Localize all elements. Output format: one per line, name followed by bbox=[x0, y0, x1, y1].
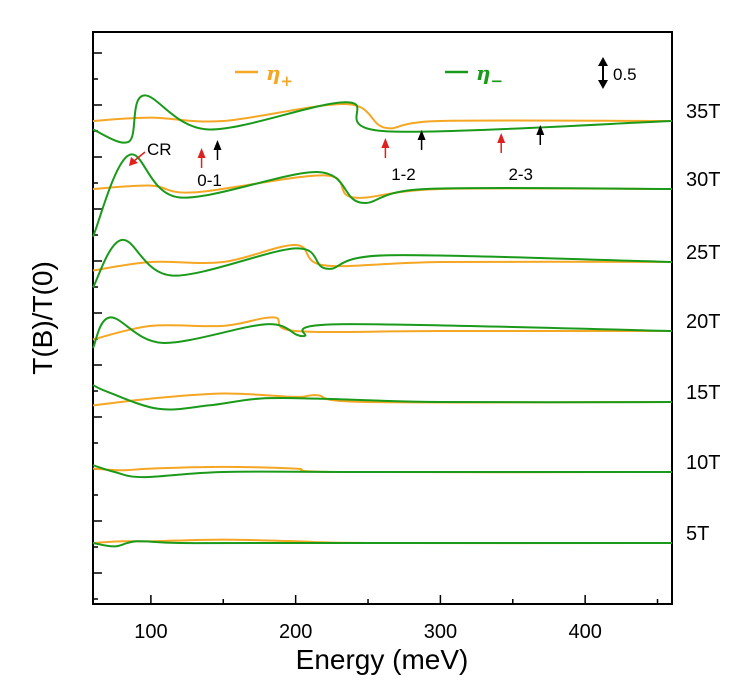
transition-arrowhead-1-2-0 bbox=[381, 138, 390, 148]
curve-eta-plus-25T bbox=[92, 243, 673, 272]
transition-label-0-1: 0-1 bbox=[197, 171, 222, 190]
curve-eta-plus-30T bbox=[92, 174, 673, 199]
cr-arrow-head bbox=[129, 157, 138, 166]
transition-arrowhead-1-2-1 bbox=[417, 130, 426, 140]
transition-label-2-3: 2-3 bbox=[508, 165, 533, 184]
transition-label-1-2: 1-2 bbox=[391, 165, 416, 184]
curve-eta-plus-35T bbox=[92, 102, 673, 130]
curve-eta-minus-30T bbox=[92, 153, 673, 238]
field-label-35T: 35T bbox=[686, 101, 720, 123]
scale-bar: 0.5 bbox=[598, 57, 637, 89]
transition-arrowhead-2-3-0 bbox=[497, 133, 506, 143]
x-axis-title: Energy (meV) bbox=[296, 644, 469, 675]
field-label-10T: 10T bbox=[686, 452, 720, 474]
field-label-25T: 25T bbox=[686, 242, 720, 264]
data-curves bbox=[92, 94, 673, 548]
plot-frame bbox=[92, 31, 673, 605]
scale-bar-label: 0.5 bbox=[613, 65, 637, 84]
curve-eta-plus-15T bbox=[92, 392, 673, 407]
field-labels: 5T 10T 15T 20T 25T 30T 35T bbox=[686, 101, 720, 545]
curve-eta-minus-15T bbox=[92, 384, 673, 411]
scale-bar-arrow-down bbox=[598, 80, 608, 89]
curve-eta-minus-35T bbox=[92, 94, 673, 144]
x-tick-label-200: 200 bbox=[279, 621, 312, 643]
legend: η+ η− bbox=[235, 61, 503, 90]
annotation-cr: CR bbox=[147, 140, 172, 159]
field-label-30T: 30T bbox=[686, 169, 720, 191]
legend-eta-plus-sub: + bbox=[281, 72, 294, 90]
curve-eta-minus-10T bbox=[92, 464, 672, 479]
cr-arrow-line bbox=[133, 151, 146, 162]
y-axis-title: T(B)/T(0) bbox=[27, 261, 58, 375]
x-tick-label-400: 400 bbox=[568, 621, 601, 643]
curve-eta-minus-5T bbox=[92, 540, 672, 548]
legend-eta-minus-symbol: η bbox=[476, 61, 491, 85]
field-label-15T: 15T bbox=[686, 382, 720, 404]
transition-arrowhead-0-1-1 bbox=[213, 140, 222, 150]
x-tick-label-100: 100 bbox=[134, 621, 167, 643]
legend-label-eta-plus: η+ bbox=[266, 61, 293, 90]
scale-bar-arrow-up bbox=[598, 57, 608, 66]
x-tick-labels: 100 200 300 400 bbox=[134, 621, 602, 643]
field-label-20T: 20T bbox=[686, 311, 720, 333]
legend-eta-plus-symbol: η bbox=[266, 61, 281, 85]
transition-arrowhead-2-3-1 bbox=[536, 125, 545, 135]
curve-eta-minus-25T bbox=[92, 238, 673, 289]
x-tick-label-300: 300 bbox=[424, 621, 457, 643]
transition-arrowhead-0-1-0 bbox=[197, 148, 206, 158]
curve-eta-minus-20T bbox=[92, 316, 673, 349]
field-label-5T: 5T bbox=[686, 523, 709, 545]
annotations: CR 0-1 1-2 2-3 bbox=[129, 125, 545, 190]
legend-eta-minus-sub: − bbox=[491, 72, 504, 90]
legend-label-eta-minus: η− bbox=[476, 61, 503, 90]
